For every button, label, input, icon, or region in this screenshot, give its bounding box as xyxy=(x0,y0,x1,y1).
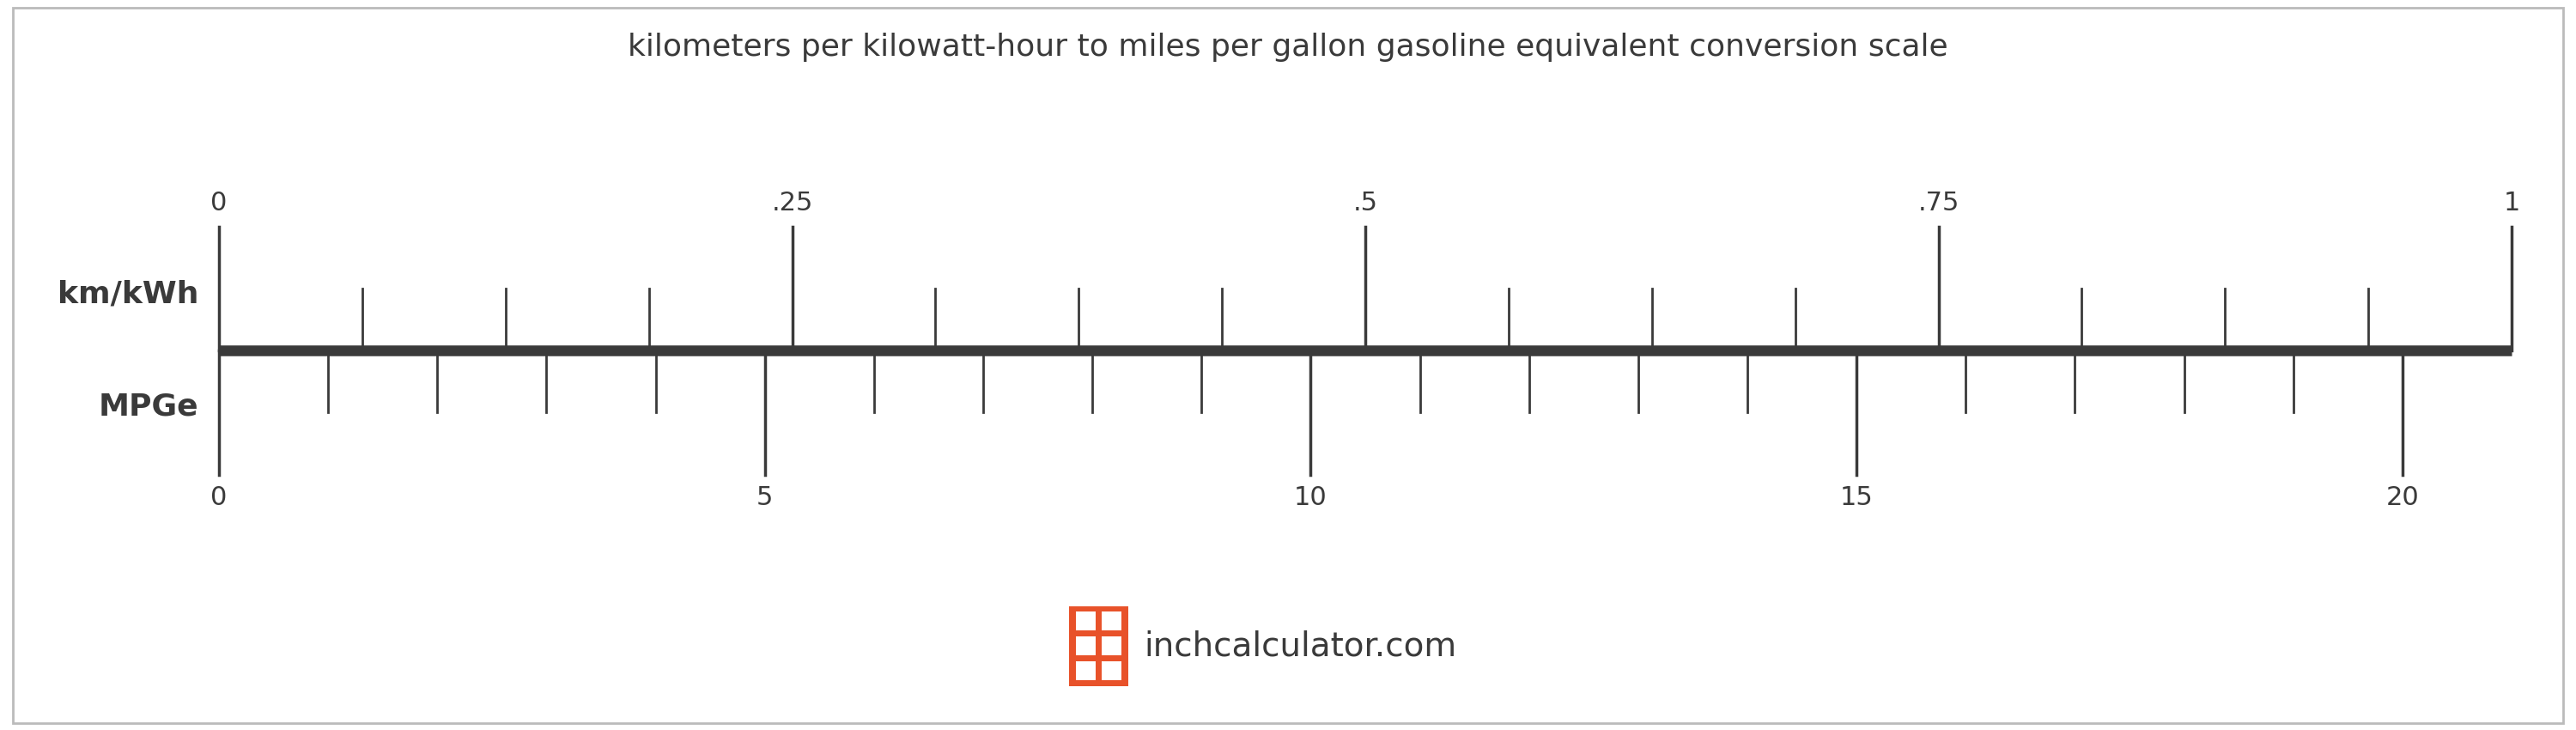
Text: 15: 15 xyxy=(1839,485,1873,510)
FancyBboxPatch shape xyxy=(1077,612,1095,631)
Text: kilometers per kilowatt-hour to miles per gallon gasoline equivalent conversion : kilometers per kilowatt-hour to miles pe… xyxy=(629,33,1947,62)
Text: .75: .75 xyxy=(1917,191,1960,215)
FancyBboxPatch shape xyxy=(1103,612,1121,631)
FancyBboxPatch shape xyxy=(1077,661,1095,680)
Text: 10: 10 xyxy=(1293,485,1327,510)
Text: 5: 5 xyxy=(757,485,773,510)
Text: .5: .5 xyxy=(1352,191,1378,215)
Text: 1: 1 xyxy=(2504,191,2519,215)
FancyBboxPatch shape xyxy=(1103,637,1121,656)
Text: inchcalculator.com: inchcalculator.com xyxy=(1144,630,1455,662)
FancyBboxPatch shape xyxy=(1069,606,1128,686)
Text: MPGe: MPGe xyxy=(98,391,198,420)
Text: 0: 0 xyxy=(211,485,227,510)
Text: .25: .25 xyxy=(770,191,814,215)
FancyBboxPatch shape xyxy=(1077,637,1095,656)
FancyBboxPatch shape xyxy=(1103,661,1121,680)
Text: km/kWh: km/kWh xyxy=(57,280,198,310)
Text: 0: 0 xyxy=(211,191,227,215)
Text: 20: 20 xyxy=(2385,485,2419,510)
